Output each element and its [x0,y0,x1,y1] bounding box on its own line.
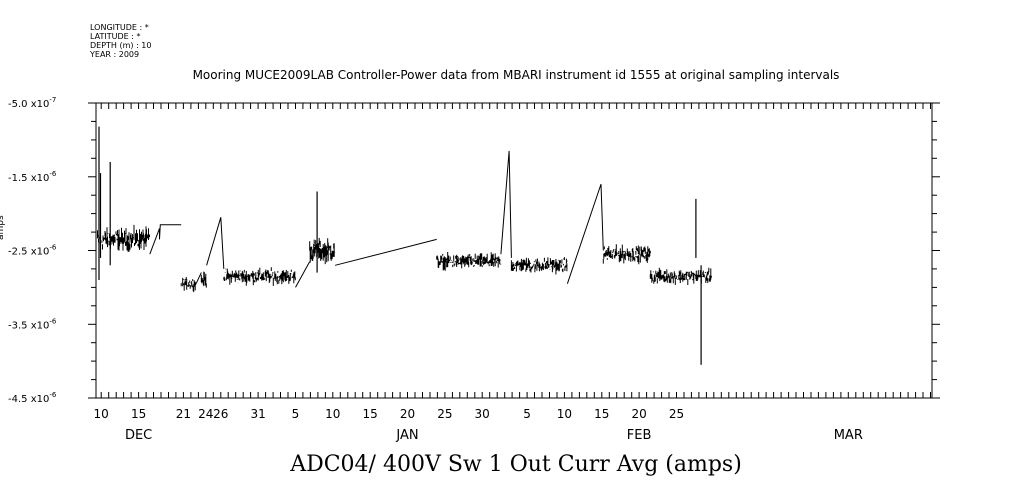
series-noisy-segment [180,277,197,293]
header-year: YEAR : 2009 [90,50,140,59]
month-labels: DEC JAN FEB MAR [125,428,863,443]
x-tick-label: 30 [475,407,490,421]
y-tick-exponent: -6 [49,170,57,178]
series-noisy-segment [510,257,568,275]
series-noisy-segment [436,252,502,271]
y-tick-exponent: -6 [49,317,57,325]
x-tick-label: 10 [557,407,572,421]
series-noisy-segment [97,224,150,252]
month-label: JAN [395,428,418,443]
x-tick-label: 5 [523,407,531,421]
plot-frame [95,102,933,399]
x-tick-label: 10 [325,407,340,421]
month-label: DEC [125,428,152,443]
y-tick-label: -4.5 x10-6 [8,391,57,405]
series-connector [195,272,202,284]
axis-ticks [88,102,940,399]
series-connector [295,261,311,288]
x-tick-label: 21 [176,407,191,421]
series-connector [566,183,604,284]
series-noisy-segment [649,267,712,285]
y-tick-mantissa: -3.5 x10 [8,320,49,331]
y-tick-labels: -5.0 x10-7-1.5 x10-6-2.5 x10-6-3.5 x10-6… [8,96,57,405]
y-tick-label: -3.5 x10-6 [8,317,57,331]
series-noisy-segment [309,237,336,265]
y-tick-mantissa: -4.5 x10 [8,394,49,405]
y-tick-mantissa: -2.5 x10 [8,247,49,258]
x-tick-label: 25 [437,407,452,421]
x-tick-label: 15 [131,407,146,421]
y-tick-mantissa: -1.5 x10 [8,173,49,184]
series-connector [206,217,225,269]
y-tick-label: -2.5 x10-6 [8,244,57,258]
x-tick-label: 20 [400,407,415,421]
y-tick-label: -1.5 x10-6 [8,170,57,184]
series-connector [500,150,512,258]
series-connector [334,238,437,266]
x-axis-label: ADC04/ 400V Sw 1 Out Curr Avg (amps) [290,452,742,477]
chart-title: Mooring MUCE2009LAB Controller-Power dat… [192,68,840,82]
y-tick-exponent: -6 [49,244,57,252]
series-noisy-segment [200,271,207,288]
month-label: MAR [834,428,863,443]
x-tick-label: 24 [198,407,213,421]
series-noisy-segment [602,244,651,265]
y-tick-label: -5.0 x10-7 [8,96,56,110]
series-noisy-segment [223,267,296,286]
y-tick-mantissa: -5.0 x10 [8,99,49,110]
header-depth: DEPTH (m) : 10 [90,41,152,50]
x-tick-label: 10 [94,407,109,421]
y-tick-exponent: -7 [49,96,56,104]
month-label: FEB [627,428,652,443]
x-tick-label: 25 [669,407,684,421]
y-axis-label-fragment: amps [0,215,6,240]
x-tick-label: 15 [363,407,378,421]
y-tick-exponent: -6 [49,391,57,399]
x-tick-labels: 10 15 21 24 26 31 5 10 15 20 25 30 5 10 15 20 25 [94,407,685,421]
x-tick-label: 31 [250,407,265,421]
x-tick-label: 26 [213,407,228,421]
series-connector [149,224,182,255]
series-group [97,126,712,365]
x-tick-label: 20 [631,407,646,421]
x-tick-label: 15 [594,407,609,421]
header-latitude: LATITUDE : * [90,32,141,41]
x-tick-label: 5 [292,407,300,421]
header-longitude: LONGITUDE : * [90,23,149,32]
